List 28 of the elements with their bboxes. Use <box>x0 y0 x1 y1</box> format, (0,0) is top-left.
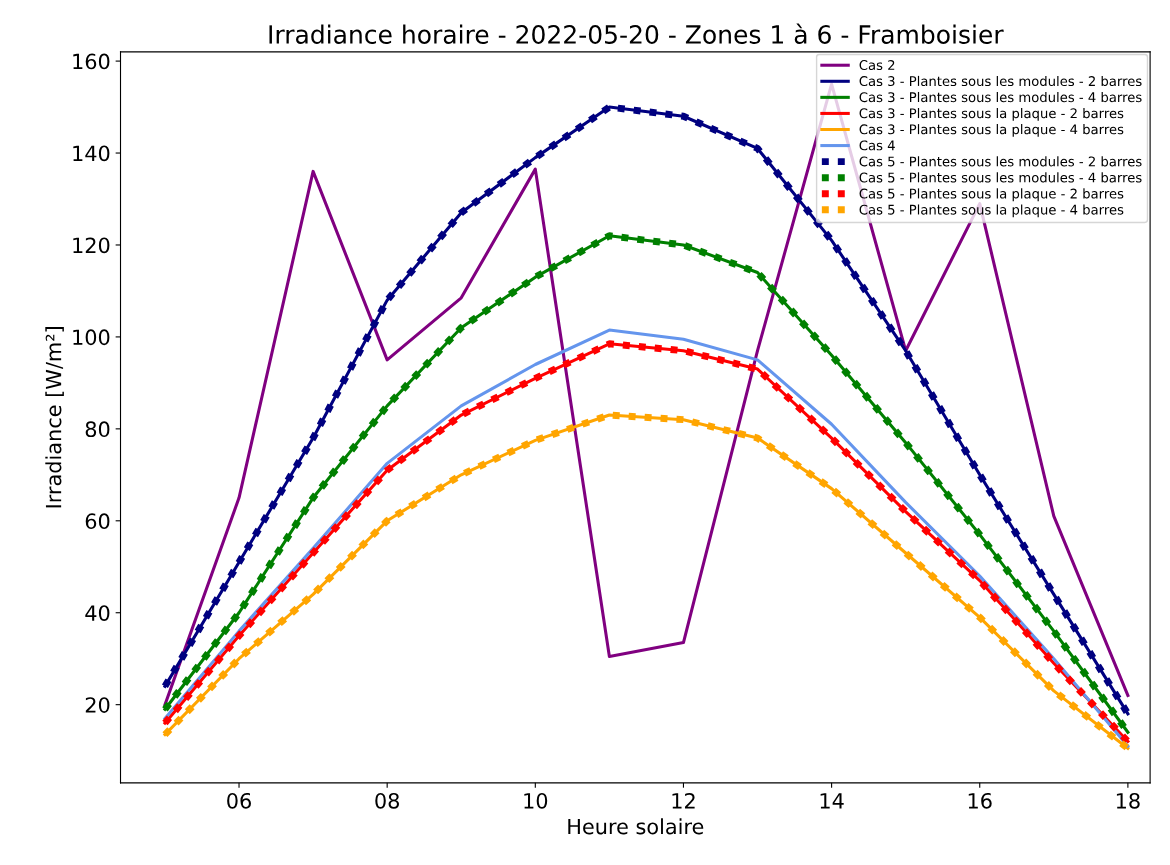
x-tick-label: 10 <box>524 792 548 809</box>
legend-label: Cas 5 - Plantes sous la plaque - 2 barres <box>859 188 1124 202</box>
legend-label: Cas 5 - Plantes sous les modules - 4 barres <box>859 172 1142 183</box>
y-tick-label: 80 <box>85 421 110 438</box>
legend-label: Cas 3 - Plantes sous les modules - 2 barres <box>859 75 1142 87</box>
legend-label: Cas 2 <box>859 60 895 71</box>
y-tick-label: 160 <box>73 53 110 70</box>
x-tick-label: 18 <box>1116 792 1140 809</box>
x-tick-label: 08 <box>375 792 399 809</box>
y-tick-label: 120 <box>73 237 110 254</box>
legend-label: Cas 5 - Plantes sous la plaque - 4 barres <box>859 204 1124 218</box>
y-tick-label: 100 <box>73 329 110 346</box>
x-tick-label: 06 <box>227 792 251 809</box>
y-tick-label: 20 <box>85 697 110 713</box>
chart-title: Irradiance horaire - 2022-05-20 - Zones 1 à 6 - Framboisier <box>269 23 1004 44</box>
x-axis-title: Heure solaire <box>568 818 704 835</box>
y-axis-title: Irradiance [W/m²] <box>45 327 64 508</box>
y-tick-label: 140 <box>73 145 110 162</box>
x-tick-label: 14 <box>820 793 844 809</box>
legend-label: Cas 5 - Plantes sous les modules - 2 barres <box>859 156 1142 167</box>
y-tick-label: 40 <box>85 605 110 621</box>
legend-label: Cas 4 <box>859 140 895 151</box>
legend-label: Cas 3 - Plantes sous les modules - 4 barres <box>859 91 1142 103</box>
x-tick-label: 12 <box>672 792 695 809</box>
y-tick-label: 60 <box>85 513 110 530</box>
legend-label: Cas 3 - Plantes sous la plaque - 2 barres <box>859 108 1124 121</box>
legend-label: Cas 3 - Plantes sous la plaque - 4 barres <box>859 124 1124 137</box>
x-tick-label: 16 <box>968 792 992 809</box>
